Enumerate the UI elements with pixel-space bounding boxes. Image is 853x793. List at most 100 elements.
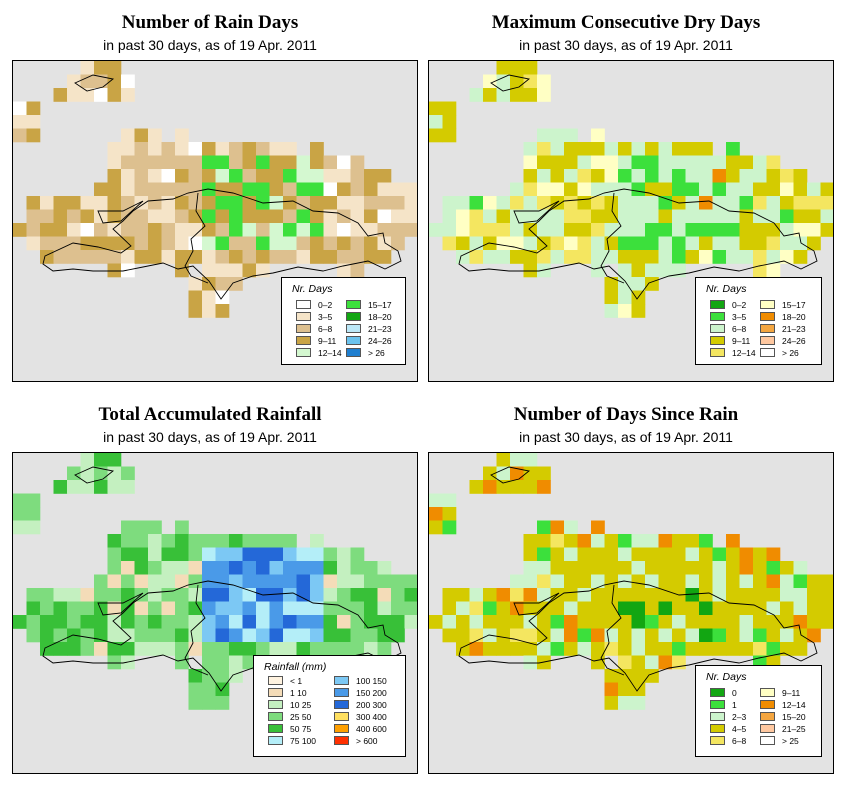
grid-cell bbox=[161, 196, 176, 210]
grid-cell bbox=[53, 601, 68, 616]
grid-cell bbox=[753, 628, 767, 643]
grid-cell bbox=[685, 142, 700, 156]
grid-cell bbox=[726, 547, 740, 562]
grid-cell bbox=[550, 223, 565, 237]
grid-cell bbox=[337, 642, 351, 656]
grid-cell bbox=[13, 115, 27, 129]
legend-swatch bbox=[334, 688, 349, 697]
grid-cell bbox=[377, 209, 392, 224]
grid-cell bbox=[510, 182, 524, 197]
grid-cell bbox=[296, 236, 311, 251]
legend-label: 9–11 bbox=[732, 336, 751, 346]
grid-cell bbox=[631, 628, 646, 643]
grid-cell bbox=[685, 236, 700, 251]
grid-cell bbox=[780, 236, 794, 251]
grid-cell bbox=[215, 574, 230, 589]
grid-cell bbox=[26, 115, 41, 129]
grid-cell bbox=[577, 209, 592, 224]
grid-cell bbox=[283, 142, 297, 156]
grid-cell bbox=[296, 628, 311, 643]
legend-swatch bbox=[346, 348, 361, 357]
grid-cell bbox=[323, 182, 338, 197]
grid-cell bbox=[242, 628, 257, 643]
grid-cell bbox=[269, 155, 284, 170]
grid-cell bbox=[391, 236, 405, 251]
legend-label: 75 100 bbox=[290, 736, 316, 746]
grid-cell bbox=[256, 534, 270, 548]
grid-cell bbox=[726, 628, 740, 643]
grid-cell bbox=[672, 574, 686, 589]
grid-cell bbox=[310, 561, 324, 575]
grid-cell bbox=[175, 263, 189, 278]
grid-cell bbox=[94, 250, 108, 264]
grid-cell bbox=[591, 655, 605, 670]
grid-cell bbox=[310, 196, 324, 210]
grid-cell bbox=[699, 182, 713, 197]
grid-cell bbox=[256, 628, 270, 643]
grid-cell bbox=[537, 642, 551, 656]
grid-cell bbox=[739, 169, 754, 183]
grid-cell bbox=[337, 182, 351, 197]
legend-label: 300 400 bbox=[356, 712, 387, 722]
grid-cell bbox=[323, 615, 338, 629]
panel-since-rain: Number of Days Since Rain in past 30 day… bbox=[416, 392, 836, 782]
grid-cell bbox=[766, 574, 781, 589]
grid-cell bbox=[148, 182, 162, 197]
grid-cell bbox=[148, 209, 162, 224]
grid-cell bbox=[537, 155, 551, 170]
grid-cell bbox=[229, 142, 243, 156]
grid-cell bbox=[604, 642, 619, 656]
grid-cell bbox=[699, 615, 713, 629]
grid-cell bbox=[726, 223, 740, 237]
legend-swatch bbox=[710, 324, 725, 333]
grid-cell bbox=[510, 88, 524, 102]
grid-cell bbox=[510, 615, 524, 629]
grid-cell bbox=[604, 290, 619, 305]
grid-cell bbox=[442, 628, 457, 643]
grid-cell bbox=[391, 196, 405, 210]
grid-cell bbox=[550, 142, 565, 156]
grid-cell bbox=[564, 601, 578, 616]
grid-cell bbox=[121, 74, 135, 89]
grid-cell bbox=[107, 182, 122, 197]
grid-cell bbox=[53, 615, 68, 629]
grid-cell bbox=[456, 601, 470, 616]
gulf-outline bbox=[97, 200, 144, 224]
grid-cell bbox=[510, 223, 524, 237]
grid-cell bbox=[712, 182, 727, 197]
grid-cell bbox=[726, 142, 740, 156]
island-outline bbox=[490, 466, 531, 484]
grid-cell bbox=[523, 142, 538, 156]
grid-cell bbox=[631, 601, 646, 616]
grid-cell bbox=[26, 601, 41, 616]
grid-cell bbox=[442, 520, 457, 535]
grid-cell bbox=[215, 142, 230, 156]
grid-cell bbox=[793, 223, 808, 237]
grid-cell bbox=[53, 236, 68, 251]
grid-cell bbox=[510, 250, 524, 264]
grid-cell bbox=[523, 236, 538, 251]
grid-cell bbox=[618, 696, 632, 710]
grid-cell bbox=[107, 534, 122, 548]
grid-cell bbox=[67, 480, 81, 494]
legend-label: 15–17 bbox=[368, 300, 392, 310]
grid-cell bbox=[350, 223, 365, 237]
grid-cell bbox=[404, 209, 417, 224]
grid-cell bbox=[175, 155, 189, 170]
grid-cell bbox=[699, 236, 713, 251]
grid-cell bbox=[618, 615, 632, 629]
grid-cell bbox=[134, 236, 149, 251]
grid-cell bbox=[283, 209, 297, 224]
grid-cell bbox=[377, 196, 392, 210]
grid-cell bbox=[13, 520, 27, 535]
grid-cell bbox=[13, 493, 27, 508]
grid-cell bbox=[523, 250, 538, 264]
grid-cell bbox=[296, 574, 311, 589]
grid-cell bbox=[350, 209, 365, 224]
grid-cell bbox=[337, 250, 351, 264]
grid-cell bbox=[215, 615, 230, 629]
grid-cell bbox=[202, 534, 216, 548]
grid-cell bbox=[296, 547, 311, 562]
grid-cell bbox=[496, 628, 511, 643]
grid-cell bbox=[26, 615, 41, 629]
